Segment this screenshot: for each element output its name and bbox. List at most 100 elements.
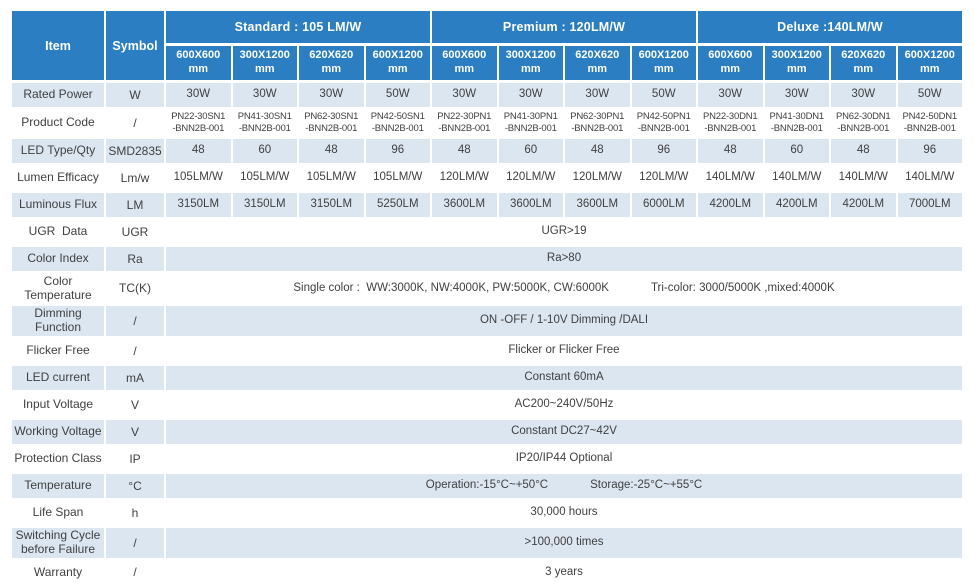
value-cell: 140LM/W (765, 166, 830, 190)
span-value-cell: 3 years (166, 561, 962, 585)
value-cell: 60 (765, 139, 830, 163)
group-header: Premium : 120LM/W (432, 11, 696, 43)
row-symbol: LM (106, 193, 164, 217)
group-header: Standard : 105 LM/W (166, 11, 430, 43)
value-cell: PN42-50PN1 -BNN2B-001 (632, 110, 697, 136)
value-cell: 3150LM (233, 193, 298, 217)
value-cell: 50W (632, 83, 697, 107)
size-header: 620X620 mm (831, 46, 896, 80)
row-symbol: UGR (106, 220, 164, 244)
value-cell: 30W (432, 83, 497, 107)
span-value-cell: Constant DC27~42V (166, 420, 962, 444)
value-cell: 140LM/W (831, 166, 896, 190)
size-header: 620X620 mm (565, 46, 630, 80)
value-cell: 48 (565, 139, 630, 163)
span-value-part: 30,000 hours (530, 506, 597, 520)
table-row: Color IndexRaRa>80 (12, 247, 962, 271)
value-cell: 96 (366, 139, 431, 163)
row-symbol: V (106, 420, 164, 444)
value-cell: 3150LM (299, 193, 364, 217)
table-row: Protection ClassIPIP20/IP44 Optional (12, 447, 962, 471)
span-value-cell: Flicker or Flicker Free (166, 339, 962, 363)
value-cell: 105LM/W (366, 166, 431, 190)
value-cell: PN62-30PN1 -BNN2B-001 (565, 110, 630, 136)
value-cell: 30W (698, 83, 763, 107)
value-cell: 30W (499, 83, 564, 107)
span-value-part: 3 years (545, 566, 583, 580)
size-header: 620X620 mm (299, 46, 364, 80)
value-cell: 120LM/W (632, 166, 697, 190)
group-header: Deluxe :140LM/W (698, 11, 962, 43)
span-value-part: Single color : WW:3000K, NW:4000K, PW:50… (293, 282, 609, 296)
col-header-symbol: Symbol (106, 11, 164, 80)
value-cell: 3600LM (499, 193, 564, 217)
table-row: Color TemperatureTC(K)Single color : WW:… (12, 274, 962, 304)
size-header: 600X600 mm (698, 46, 763, 80)
span-value-part: Storage:-25°C~+55°C (590, 479, 702, 493)
size-header: 600X1200 mm (898, 46, 963, 80)
value-cell: 5250LM (366, 193, 431, 217)
value-cell: 120LM/W (565, 166, 630, 190)
value-cell: 3150LM (166, 193, 231, 217)
value-cell: 4200LM (698, 193, 763, 217)
row-symbol: / (106, 561, 164, 585)
value-cell: 96 (632, 139, 697, 163)
row-symbol: / (106, 110, 164, 136)
span-value-part: Constant DC27~42V (511, 425, 617, 439)
value-cell: 96 (898, 139, 963, 163)
value-cell: 30W (565, 83, 630, 107)
value-cell: 48 (166, 139, 231, 163)
value-cell: 60 (233, 139, 298, 163)
value-cell: 105LM/W (299, 166, 364, 190)
span-value-cell: Single color : WW:3000K, NW:4000K, PW:50… (166, 274, 962, 304)
table-row: Warranty/ 3 years (12, 561, 962, 585)
size-header: 600X600 mm (166, 46, 231, 80)
size-header: 300X1200 mm (499, 46, 564, 80)
value-cell: PN42-50DN1 -BNN2B-001 (898, 110, 963, 136)
spec-table-header: ItemSymbolStandard : 105 LM/WPremium : 1… (12, 11, 962, 80)
table-row: UGR DataUGRUGR>19 (12, 220, 962, 244)
value-cell: 30W (166, 83, 231, 107)
row-item-label: Switching Cycle before Failure (12, 528, 104, 558)
span-value-cell: UGR>19 (166, 220, 962, 244)
value-cell: PN62-30DN1 -BNN2B-001 (831, 110, 896, 136)
row-item-label: Warranty (12, 561, 104, 585)
span-value-cell: 30,000 hours (166, 501, 962, 525)
size-header: 600X1200 mm (632, 46, 697, 80)
value-cell: 6000LM (632, 193, 697, 217)
value-cell: PN42-50SN1 -BNN2B-001 (366, 110, 431, 136)
value-cell: PN41-30SN1 -BNN2B-001 (233, 110, 298, 136)
table-row: Input VoltageVAC200~240V/50Hz (12, 393, 962, 417)
value-cell: PN22-30PN1 -BNN2B-001 (432, 110, 497, 136)
row-item-label: Color Temperature (12, 274, 104, 304)
span-value-part: ON -OFF / 1-10V Dimming /DALI (480, 314, 648, 328)
value-cell: 120LM/W (432, 166, 497, 190)
row-item-label: Life Span (12, 501, 104, 525)
span-value-part: UGR>19 (541, 225, 586, 239)
span-value-part: >100,000 times (525, 536, 604, 550)
span-value-part: AC200~240V/50Hz (515, 398, 614, 412)
span-value-part: Ra>80 (547, 252, 581, 266)
row-symbol: IP (106, 447, 164, 471)
value-cell: PN62-30SN1 -BNN2B-001 (299, 110, 364, 136)
value-cell: 140LM/W (898, 166, 963, 190)
value-cell: 3600LM (432, 193, 497, 217)
span-value-cell: Operation:-15°C~+50°CStorage:-25°C~+55°C (166, 474, 962, 498)
spec-sheet-page: ItemSymbolStandard : 105 LM/WPremium : 1… (10, 8, 964, 588)
row-item-label: Input Voltage (12, 393, 104, 417)
value-cell: PN22-30SN1 -BNN2B-001 (166, 110, 231, 136)
table-row: Switching Cycle before Failure/>100,000 … (12, 528, 962, 558)
span-value-cell: >100,000 times (166, 528, 962, 558)
row-symbol: °C (106, 474, 164, 498)
span-value-cell: Constant 60mA (166, 366, 962, 390)
value-cell: 7000LM (898, 193, 963, 217)
value-cell: 50W (898, 83, 963, 107)
value-cell: 4200LM (765, 193, 830, 217)
size-header: 300X1200 mm (765, 46, 830, 80)
row-symbol: SMD2835 (106, 139, 164, 163)
row-symbol: W (106, 83, 164, 107)
value-cell: PN22-30DN1 -BNN2B-001 (698, 110, 763, 136)
table-row: Working VoltageVConstant DC27~42V (12, 420, 962, 444)
table-row: Product Code/PN22-30SN1 -BNN2B-001PN41-3… (12, 110, 962, 136)
row-item-label: Luminous Flux (12, 193, 104, 217)
